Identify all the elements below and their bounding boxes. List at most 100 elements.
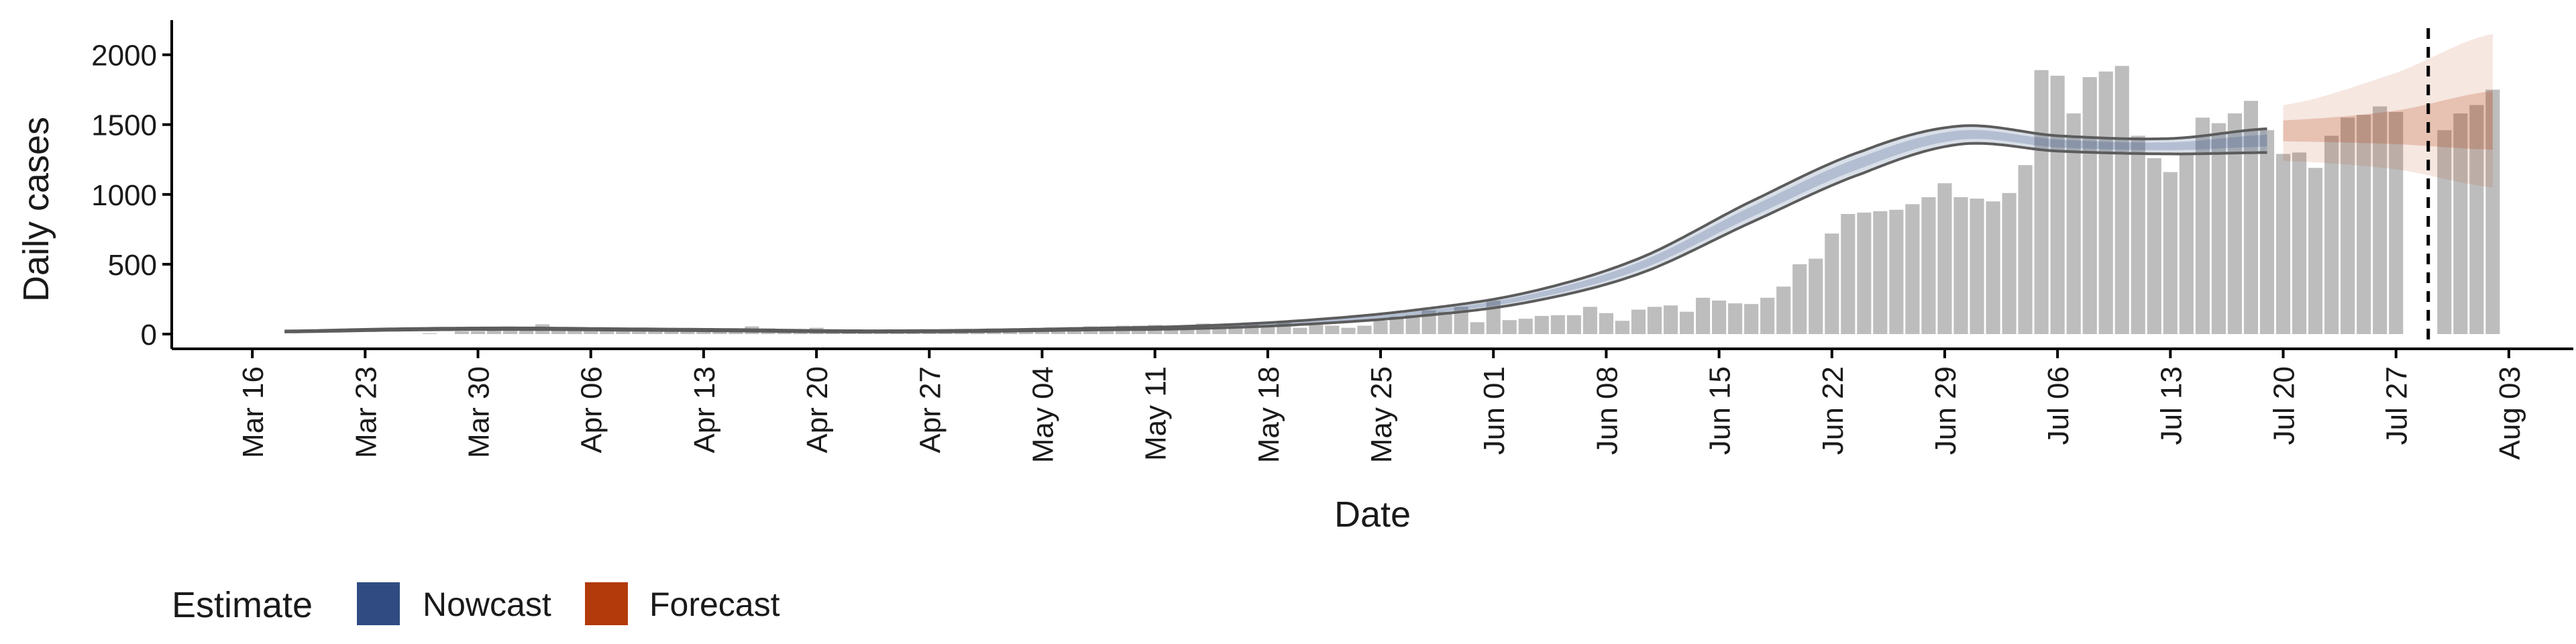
bar [2131, 136, 2145, 334]
bar [1873, 211, 1888, 334]
bar [1953, 197, 1968, 334]
bar [1986, 201, 2000, 334]
bar [2195, 117, 2210, 334]
bar [2066, 113, 2081, 334]
x-tick-label: Jul 20 [2268, 366, 2301, 445]
bar [1792, 264, 1807, 334]
nowcast-lower-line [284, 142, 2267, 333]
bar [1550, 315, 1565, 334]
x-tick-label: May 11 [1140, 366, 1173, 461]
bar [2453, 113, 2468, 334]
bar [2114, 66, 2129, 335]
x-tick-label: Jun 01 [1478, 366, 1511, 455]
bar [502, 329, 518, 334]
bar [1663, 305, 1678, 334]
bar [470, 331, 486, 334]
x-tick-label: Jun 08 [1591, 366, 1623, 455]
bar [696, 330, 711, 334]
legend: Estimate Nowcast Forecast [172, 582, 780, 625]
bar [1470, 322, 1485, 334]
bar [1518, 319, 1533, 334]
bar [1325, 325, 1340, 334]
estimate-bands-layer [284, 34, 2493, 333]
bar [1438, 311, 1452, 334]
y-axis-title: Daily cases [16, 117, 56, 302]
bar [2147, 158, 2161, 334]
bar [2373, 106, 2387, 334]
bar [1260, 325, 1275, 334]
legend-title: Estimate [172, 585, 313, 625]
bar [422, 333, 437, 334]
bar [1776, 286, 1791, 334]
bar [1405, 315, 1420, 334]
bar [1582, 307, 1597, 334]
nowcast-outer-band [284, 125, 2267, 332]
bar [2389, 111, 2404, 334]
nowcast-inner-band [284, 129, 2267, 332]
y-tick-label: 2000 [91, 40, 157, 72]
bar [1970, 199, 1984, 334]
x-tick-label: Jul 13 [2155, 366, 2188, 445]
bar [1760, 297, 1775, 334]
x-tick-label: Jul 06 [2042, 366, 2075, 445]
bar [1502, 320, 1517, 334]
bar [1809, 258, 1823, 334]
bar [2243, 101, 2259, 334]
x-tick-label: May 18 [1252, 366, 1285, 463]
x-tick-label: Mar 23 [350, 366, 382, 458]
x-tick-label: May 04 [1026, 366, 1059, 463]
bar [1373, 321, 1388, 334]
legend-label-nowcast: Nowcast [423, 586, 551, 623]
bar [2163, 172, 2178, 334]
legend-swatch-nowcast [357, 582, 400, 625]
bar [648, 329, 663, 334]
bar [1889, 209, 1904, 334]
bar [2275, 154, 2291, 335]
bar [2179, 154, 2194, 335]
legend-label-forecast: Forecast [649, 586, 780, 623]
bar [1905, 204, 1920, 334]
x-tick-label: Apr 06 [576, 366, 608, 453]
bar [1937, 183, 1952, 334]
bar [2324, 136, 2339, 334]
bar [2259, 130, 2275, 334]
bar [1534, 315, 1549, 334]
bar [1679, 311, 1695, 334]
bar [632, 329, 647, 334]
bar [1825, 233, 1839, 334]
bar [2341, 117, 2355, 334]
bar [2357, 115, 2371, 334]
bar [1293, 327, 1307, 334]
bar [1309, 325, 1324, 334]
bar [1841, 213, 1856, 334]
bar [1712, 301, 1727, 334]
x-tick-label: Apr 20 [801, 366, 834, 453]
bar [664, 330, 679, 334]
bar [2227, 113, 2243, 334]
bar [2485, 89, 2500, 334]
bar [2050, 75, 2065, 334]
bar [486, 330, 502, 334]
axes-layer: 0 500 1000 1500 2000 Mar 16 Mar 23 Mar 30 Apr 06… [91, 20, 2573, 463]
x-tick-label: Jun 22 [1817, 366, 1849, 455]
bar [1695, 297, 1711, 334]
bar [1744, 304, 1759, 334]
x-tick-label: Mar 30 [463, 366, 496, 458]
x-tick-label: Jun 15 [1704, 366, 1737, 455]
x-axis-title: Date [1334, 494, 1411, 535]
bar [1647, 307, 1662, 334]
bar [1728, 303, 1743, 334]
x-tick-label: Mar 16 [237, 366, 270, 458]
y-tick-label: 0 [141, 319, 157, 352]
x-tick-label: Aug 03 [2493, 366, 2526, 460]
y-tick-label: 1000 [91, 179, 157, 212]
bar [1631, 309, 1646, 334]
bar [2211, 123, 2226, 335]
bar [454, 331, 470, 334]
bar [2469, 105, 2484, 334]
bar [1566, 315, 1581, 334]
bar [2082, 76, 2097, 334]
nowcast-upper-line [284, 124, 2267, 333]
x-tick-label: Apr 13 [688, 366, 721, 453]
